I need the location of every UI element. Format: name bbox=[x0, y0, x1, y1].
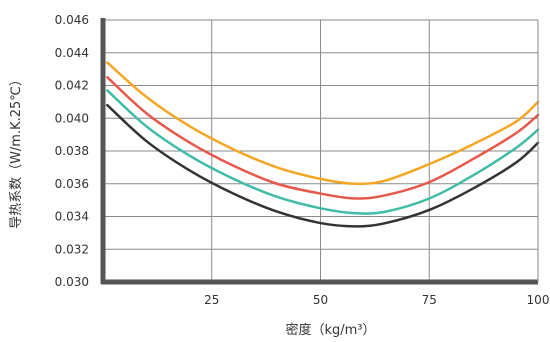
grid bbox=[103, 19, 538, 282]
y-tick-label: 0.030 bbox=[55, 275, 89, 289]
y-tick-label: 0.034 bbox=[55, 210, 89, 224]
x-tick-label: 50 bbox=[313, 293, 328, 307]
series-line-2 bbox=[106, 76, 540, 200]
tick-labels: 0.030 0.032 0.034 0.036 0.038 0.040 0.042 0.044… bbox=[55, 13, 550, 307]
y-tick-label: 0.038 bbox=[55, 144, 89, 158]
x-tick-label: 25 bbox=[204, 293, 219, 307]
x-axis-title: 密度（kg/m³） bbox=[285, 322, 375, 338]
y-tick-label: 0.044 bbox=[55, 46, 89, 60]
y-tick-label: 0.046 bbox=[55, 13, 89, 27]
series-layer bbox=[106, 61, 540, 228]
series-line-1 bbox=[106, 61, 540, 186]
y-tick-label: 0.032 bbox=[55, 242, 89, 256]
x-tick-label: 75 bbox=[422, 293, 437, 307]
y-tick-label: 0.042 bbox=[55, 79, 89, 93]
x-tick-label: 100 bbox=[527, 293, 550, 307]
axes bbox=[100, 18, 539, 285]
y-axis-title: 导热系数（W/m.K.25℃） bbox=[9, 73, 24, 229]
series-line-4 bbox=[106, 103, 540, 228]
y-tick-label: 0.040 bbox=[55, 111, 89, 125]
y-tick-label: 0.036 bbox=[55, 177, 89, 191]
series-line-3 bbox=[106, 89, 540, 215]
